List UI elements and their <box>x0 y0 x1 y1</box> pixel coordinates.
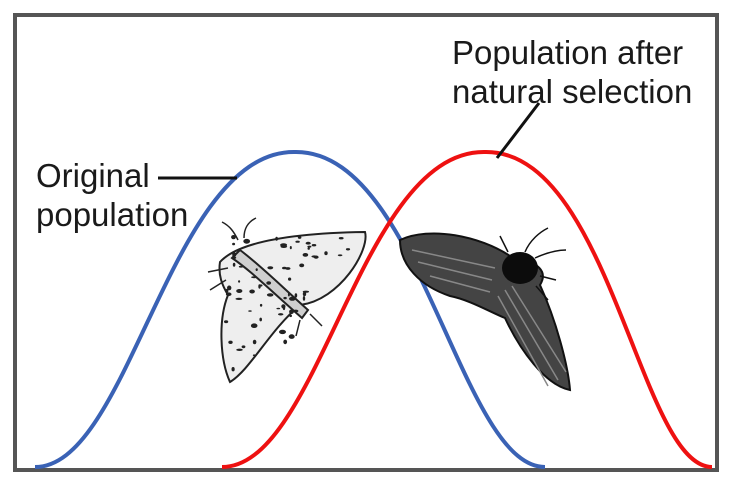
original-population-label: Original population <box>36 156 188 234</box>
moth-speckle <box>281 304 286 309</box>
moth-speckle <box>225 288 229 293</box>
moth-speckle <box>288 334 295 339</box>
moth-speckle <box>289 246 292 250</box>
moth-speckle <box>311 244 317 247</box>
moth-speckle <box>267 266 274 270</box>
moth-speckle <box>302 296 306 301</box>
moth-speckle <box>305 241 311 245</box>
moth-speckle <box>302 291 307 297</box>
moth-speckle <box>294 293 298 298</box>
population-after-label-line1: Population after <box>452 34 684 71</box>
moth-speckle <box>338 237 344 240</box>
moth-speckle <box>287 292 290 297</box>
moth-speckle <box>289 314 293 318</box>
moth-speckle <box>238 280 241 283</box>
moth-speckle <box>258 284 263 287</box>
moth-speckle <box>289 296 296 301</box>
moth-speckle <box>236 289 243 293</box>
moth-speckle <box>243 238 251 244</box>
light-moth-icon <box>207 217 367 384</box>
moth-speckle <box>231 256 237 259</box>
moth-speckle <box>302 253 309 257</box>
moth-speckle <box>236 348 243 351</box>
moth-speckle <box>295 240 300 243</box>
original-population-curve <box>34 149 546 469</box>
moth-speckle <box>259 303 263 307</box>
moth-speckle <box>241 345 246 349</box>
moth-speckle <box>276 307 281 310</box>
moth-speckle <box>235 297 243 300</box>
moth-speckle <box>278 313 284 316</box>
moth-speckle <box>232 252 237 257</box>
moth-speckle <box>293 309 299 313</box>
moth-speckle <box>337 254 343 257</box>
moth-speckle <box>232 262 236 267</box>
moth-speckle <box>251 276 258 279</box>
moth-speckle <box>285 267 291 270</box>
moth-speckle <box>250 323 258 329</box>
moth-speckle <box>297 236 302 239</box>
moth-speckle <box>252 339 257 345</box>
moth-speckle <box>307 247 310 250</box>
moth-speckle <box>238 265 244 268</box>
moth-speckle <box>231 235 236 240</box>
moth-speckle <box>283 296 287 300</box>
dark-moth-icon <box>398 227 572 392</box>
moth-speckle <box>283 339 288 345</box>
moth-speckle <box>259 317 263 322</box>
moth-speckle <box>324 251 328 256</box>
moth-speckle <box>307 245 312 248</box>
moth-speckle <box>231 367 235 372</box>
moth-speckle <box>289 309 294 315</box>
moth-speckle <box>232 242 236 246</box>
moth-speckle <box>248 310 252 312</box>
moth-speckle <box>266 281 272 285</box>
selected-population-curve <box>221 149 713 469</box>
moth-speckle <box>279 329 286 335</box>
moth-speckle <box>302 290 310 293</box>
moth-speckle <box>255 268 258 271</box>
moth-speckle <box>224 320 229 324</box>
moth-speckle <box>280 245 288 249</box>
moth-speckle <box>345 248 351 251</box>
original-population-label-line1: Original <box>36 157 150 194</box>
moth-speckle <box>311 255 318 258</box>
moth-speckle <box>252 354 256 357</box>
moth-speckle <box>299 263 305 268</box>
original-population-label-line2: population <box>36 196 189 233</box>
diagram-frame <box>13 13 719 472</box>
moth-speckle <box>227 285 232 291</box>
moth-speckle <box>225 292 232 297</box>
after-leader-line <box>495 102 541 159</box>
population-after-selection-label: Population after natural selection <box>452 33 692 111</box>
moth-speckle <box>266 293 274 297</box>
moth-speckle <box>249 289 255 294</box>
moth-speckle <box>275 236 278 241</box>
population-after-label-line2: natural selection <box>452 73 693 110</box>
moth-speckle <box>228 340 233 344</box>
moth-speckle <box>288 277 292 281</box>
